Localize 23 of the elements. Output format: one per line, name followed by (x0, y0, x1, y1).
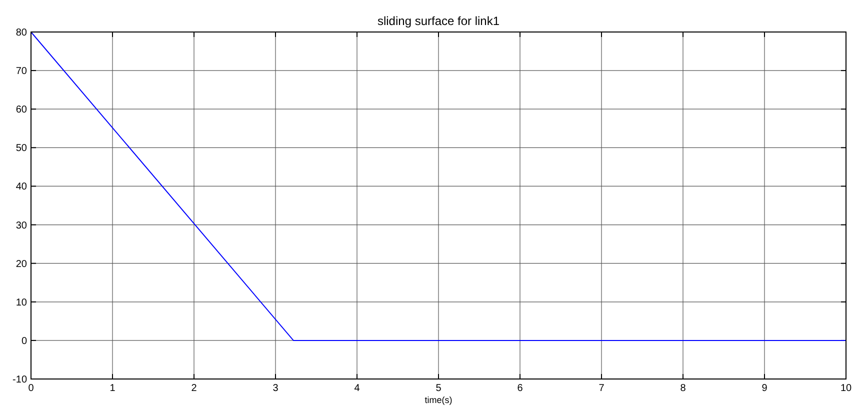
x-tick-label: 8 (680, 383, 686, 394)
x-tick-label: 5 (436, 383, 442, 394)
y-tick-label: 80 (16, 28, 28, 38)
y-tick-label: 20 (16, 258, 28, 270)
x-tick-label: 3 (272, 383, 279, 394)
y-tick-label: 60 (16, 104, 28, 116)
y-tick-label: -10 (12, 374, 28, 386)
x-tick-label: 9 (762, 383, 768, 394)
x-tick-label: 1 (110, 383, 116, 394)
x-tick-label: 4 (354, 383, 360, 394)
y-tick-label: 10 (16, 297, 28, 308)
chart-title: sliding surface for link1 (377, 14, 500, 28)
y-tick-label: 50 (16, 143, 28, 154)
x-tick-label: 2 (191, 383, 198, 394)
y-tick-label: 0 (21, 336, 28, 347)
x-tick-label: 10 (840, 383, 852, 394)
y-tick-label: 40 (16, 182, 28, 193)
y-tick-label: 70 (16, 66, 28, 78)
x-tick-label: 6 (517, 383, 524, 394)
x-tick-label: 7 (598, 383, 605, 394)
y-tick-label: 30 (16, 220, 28, 232)
x-tick-label: 0 (28, 383, 34, 394)
x-axis-title: time(s) (424, 395, 452, 405)
